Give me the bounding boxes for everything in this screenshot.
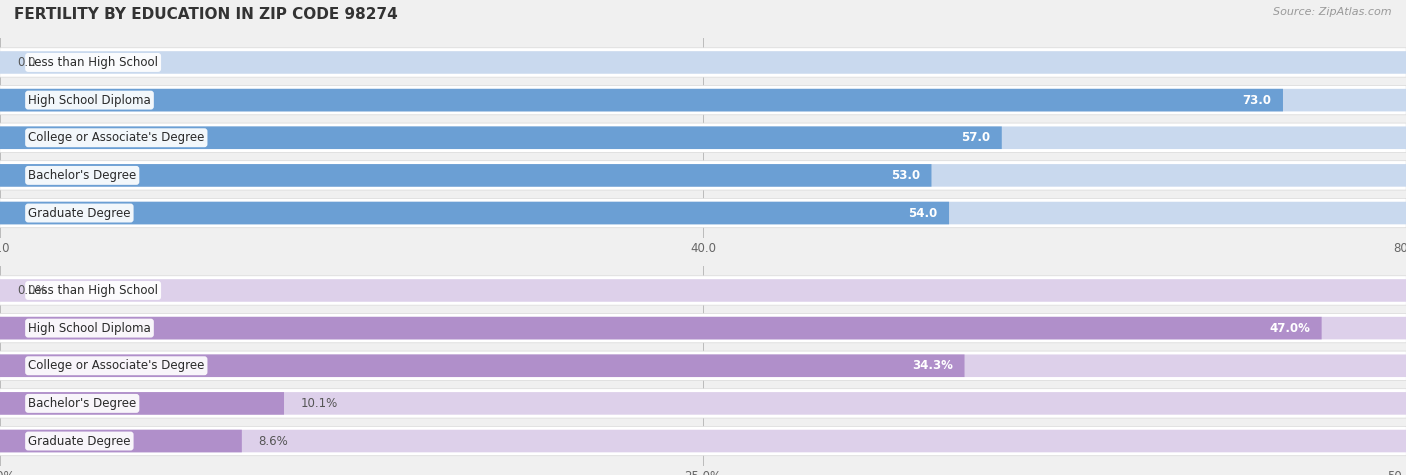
FancyBboxPatch shape (0, 161, 1406, 190)
Text: Bachelor's Degree: Bachelor's Degree (28, 397, 136, 410)
FancyBboxPatch shape (0, 392, 1406, 415)
FancyBboxPatch shape (0, 314, 1406, 343)
Text: High School Diploma: High School Diploma (28, 94, 150, 106)
FancyBboxPatch shape (0, 86, 1406, 115)
Text: 34.3%: 34.3% (912, 359, 953, 372)
Text: 47.0%: 47.0% (1270, 322, 1310, 334)
Text: Less than High School: Less than High School (28, 56, 157, 69)
FancyBboxPatch shape (0, 276, 1406, 305)
Text: Graduate Degree: Graduate Degree (28, 207, 131, 219)
FancyBboxPatch shape (0, 389, 1406, 418)
Text: 57.0: 57.0 (962, 131, 990, 144)
FancyBboxPatch shape (0, 430, 242, 452)
FancyBboxPatch shape (0, 89, 1282, 112)
FancyBboxPatch shape (0, 164, 1406, 187)
Text: 54.0: 54.0 (908, 207, 938, 219)
Text: College or Associate's Degree: College or Associate's Degree (28, 131, 204, 144)
Text: Graduate Degree: Graduate Degree (28, 435, 131, 447)
FancyBboxPatch shape (0, 126, 1406, 149)
FancyBboxPatch shape (0, 430, 1406, 452)
Text: 10.1%: 10.1% (301, 397, 337, 410)
Text: 73.0: 73.0 (1243, 94, 1271, 106)
FancyBboxPatch shape (0, 427, 1406, 456)
FancyBboxPatch shape (0, 279, 1406, 302)
FancyBboxPatch shape (0, 351, 1406, 380)
FancyBboxPatch shape (0, 354, 965, 377)
Text: 8.6%: 8.6% (259, 435, 288, 447)
FancyBboxPatch shape (0, 317, 1406, 340)
FancyBboxPatch shape (0, 392, 284, 415)
FancyBboxPatch shape (0, 126, 1001, 149)
FancyBboxPatch shape (0, 199, 1406, 228)
Text: 53.0: 53.0 (891, 169, 920, 182)
Text: Bachelor's Degree: Bachelor's Degree (28, 169, 136, 182)
FancyBboxPatch shape (0, 202, 949, 224)
Text: Source: ZipAtlas.com: Source: ZipAtlas.com (1274, 7, 1392, 17)
FancyBboxPatch shape (0, 164, 931, 187)
FancyBboxPatch shape (0, 317, 1322, 340)
FancyBboxPatch shape (0, 354, 1406, 377)
Text: College or Associate's Degree: College or Associate's Degree (28, 359, 204, 372)
Text: 0.0: 0.0 (17, 56, 35, 69)
Text: 0.0%: 0.0% (17, 284, 46, 297)
FancyBboxPatch shape (0, 202, 1406, 224)
FancyBboxPatch shape (0, 48, 1406, 77)
FancyBboxPatch shape (0, 89, 1406, 112)
FancyBboxPatch shape (0, 51, 1406, 74)
Text: FERTILITY BY EDUCATION IN ZIP CODE 98274: FERTILITY BY EDUCATION IN ZIP CODE 98274 (14, 7, 398, 22)
Text: Less than High School: Less than High School (28, 284, 157, 297)
FancyBboxPatch shape (0, 123, 1406, 152)
Text: High School Diploma: High School Diploma (28, 322, 150, 334)
